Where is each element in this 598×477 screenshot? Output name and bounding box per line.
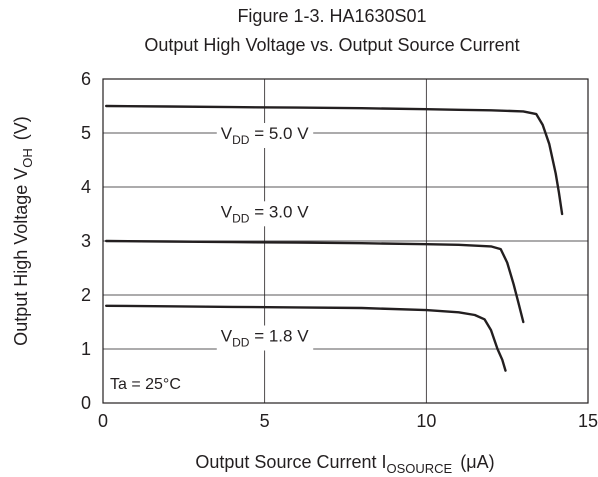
y-tick-label: 4 — [81, 177, 91, 197]
y-tick-label: 5 — [81, 123, 91, 143]
tick-labels: 0 1 2 3 4 5 6 0 5 10 15 — [81, 69, 598, 431]
chart-title-line-1: Figure 1-3. HA1630S01 — [237, 6, 426, 26]
chart-title-line-2: Output High Voltage vs. Output Source Cu… — [144, 35, 519, 55]
y-tick-label: 3 — [81, 231, 91, 251]
x-axis-label-main: Output Source Current I — [195, 452, 386, 472]
x-tick-label: 0 — [98, 411, 108, 431]
x-tick-label: 10 — [416, 411, 436, 431]
y-tick-label: 0 — [81, 393, 91, 413]
y-tick-label: 6 — [81, 69, 91, 89]
x-axis-label-unit: (μA) — [460, 452, 494, 472]
series-line-3 — [104, 304, 507, 372]
plot-frame — [102, 78, 589, 404]
series-label-1: VDD = 5.0 V — [221, 124, 309, 147]
series-label-value: = 3.0 V — [249, 202, 309, 221]
series-label-3: VDD = 1.8 V — [221, 327, 309, 350]
series-line-1 — [104, 104, 564, 216]
y-axis-label: Output High Voltage VOH (V) — [11, 116, 35, 346]
series-label-value: = 5.0 V — [249, 124, 309, 143]
series-label-symbol: V — [221, 124, 233, 143]
series-label-value: = 1.8 V — [249, 327, 309, 346]
series-label-2: VDD = 3.0 V — [221, 202, 309, 225]
series-label-subscript: DD — [232, 336, 250, 350]
series-label-subscript: DD — [232, 133, 250, 147]
x-axis-label-sub: OSOURCE — [386, 461, 452, 476]
x-tick-label: 5 — [260, 411, 270, 431]
series-label-background — [216, 325, 314, 351]
y-tick-label: 2 — [81, 285, 91, 305]
series-label-symbol: V — [221, 202, 233, 221]
y-axis-label-unit: (V) — [11, 116, 31, 140]
annotation-temperature: Ta = 25°C — [110, 376, 181, 393]
x-axis-label: Output Source Current IOSOURCE (μA) — [195, 452, 494, 476]
series-label-symbol: V — [221, 327, 233, 346]
series-line-2 — [104, 239, 525, 324]
y-axis-label-main: Output High Voltage V — [11, 168, 31, 346]
series-label-subscript: DD — [232, 211, 250, 225]
series-label-background — [216, 201, 314, 227]
series-layer — [104, 104, 564, 372]
series-label-background — [216, 123, 314, 148]
x-tick-label: 15 — [578, 411, 598, 431]
y-tick-label: 1 — [81, 339, 91, 359]
y-axis-label-sub: OH — [20, 148, 35, 168]
